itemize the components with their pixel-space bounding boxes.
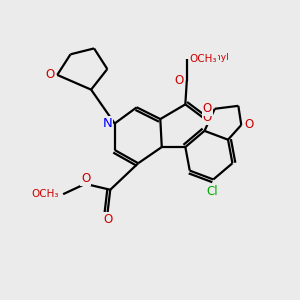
Text: OCH₃: OCH₃ bbox=[190, 54, 217, 64]
Text: O: O bbox=[244, 118, 253, 131]
Text: O: O bbox=[81, 172, 90, 185]
Text: O: O bbox=[45, 68, 55, 81]
Text: OCH₃: OCH₃ bbox=[31, 189, 59, 199]
Text: N: N bbox=[102, 117, 112, 130]
Text: O: O bbox=[203, 111, 212, 124]
Text: O: O bbox=[103, 213, 112, 226]
Text: O: O bbox=[203, 102, 212, 115]
Text: Cl: Cl bbox=[206, 185, 218, 198]
Text: methyl: methyl bbox=[197, 53, 229, 62]
Text: O: O bbox=[175, 74, 184, 87]
